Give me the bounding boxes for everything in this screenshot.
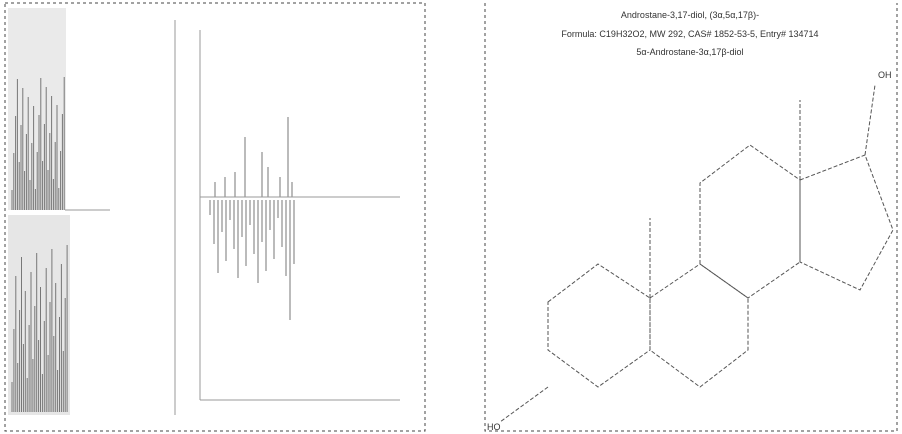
- page: {"structure_panel": {"title": "Androstan…: [0, 0, 902, 434]
- oh-label: OH: [878, 70, 892, 80]
- oh-bond: [865, 85, 875, 155]
- compound-title: Androstane-3,17-diol, (3α,5α,17β)-: [621, 10, 759, 20]
- ring: [800, 155, 893, 290]
- ho-label: HO: [487, 422, 501, 432]
- ring: [650, 264, 748, 387]
- screenshot: Androstane-3,17-diol, (3α,5α,17β)- Formu…: [0, 0, 902, 434]
- structure-panel: Androstane-3,17-diol, (3α,5α,17β)- Formu…: [485, 3, 897, 432]
- formula-line: Formula: C19H32O2, MW 292, CAS# 1852-53-…: [561, 29, 818, 39]
- ho-bond: [500, 387, 548, 422]
- ring: [548, 264, 650, 387]
- synonym: 5α-Androstane-3α,17β-diol: [636, 47, 743, 57]
- spectrum-panel: [5, 3, 425, 431]
- panel-frame: [485, 3, 897, 431]
- ring: [700, 145, 800, 298]
